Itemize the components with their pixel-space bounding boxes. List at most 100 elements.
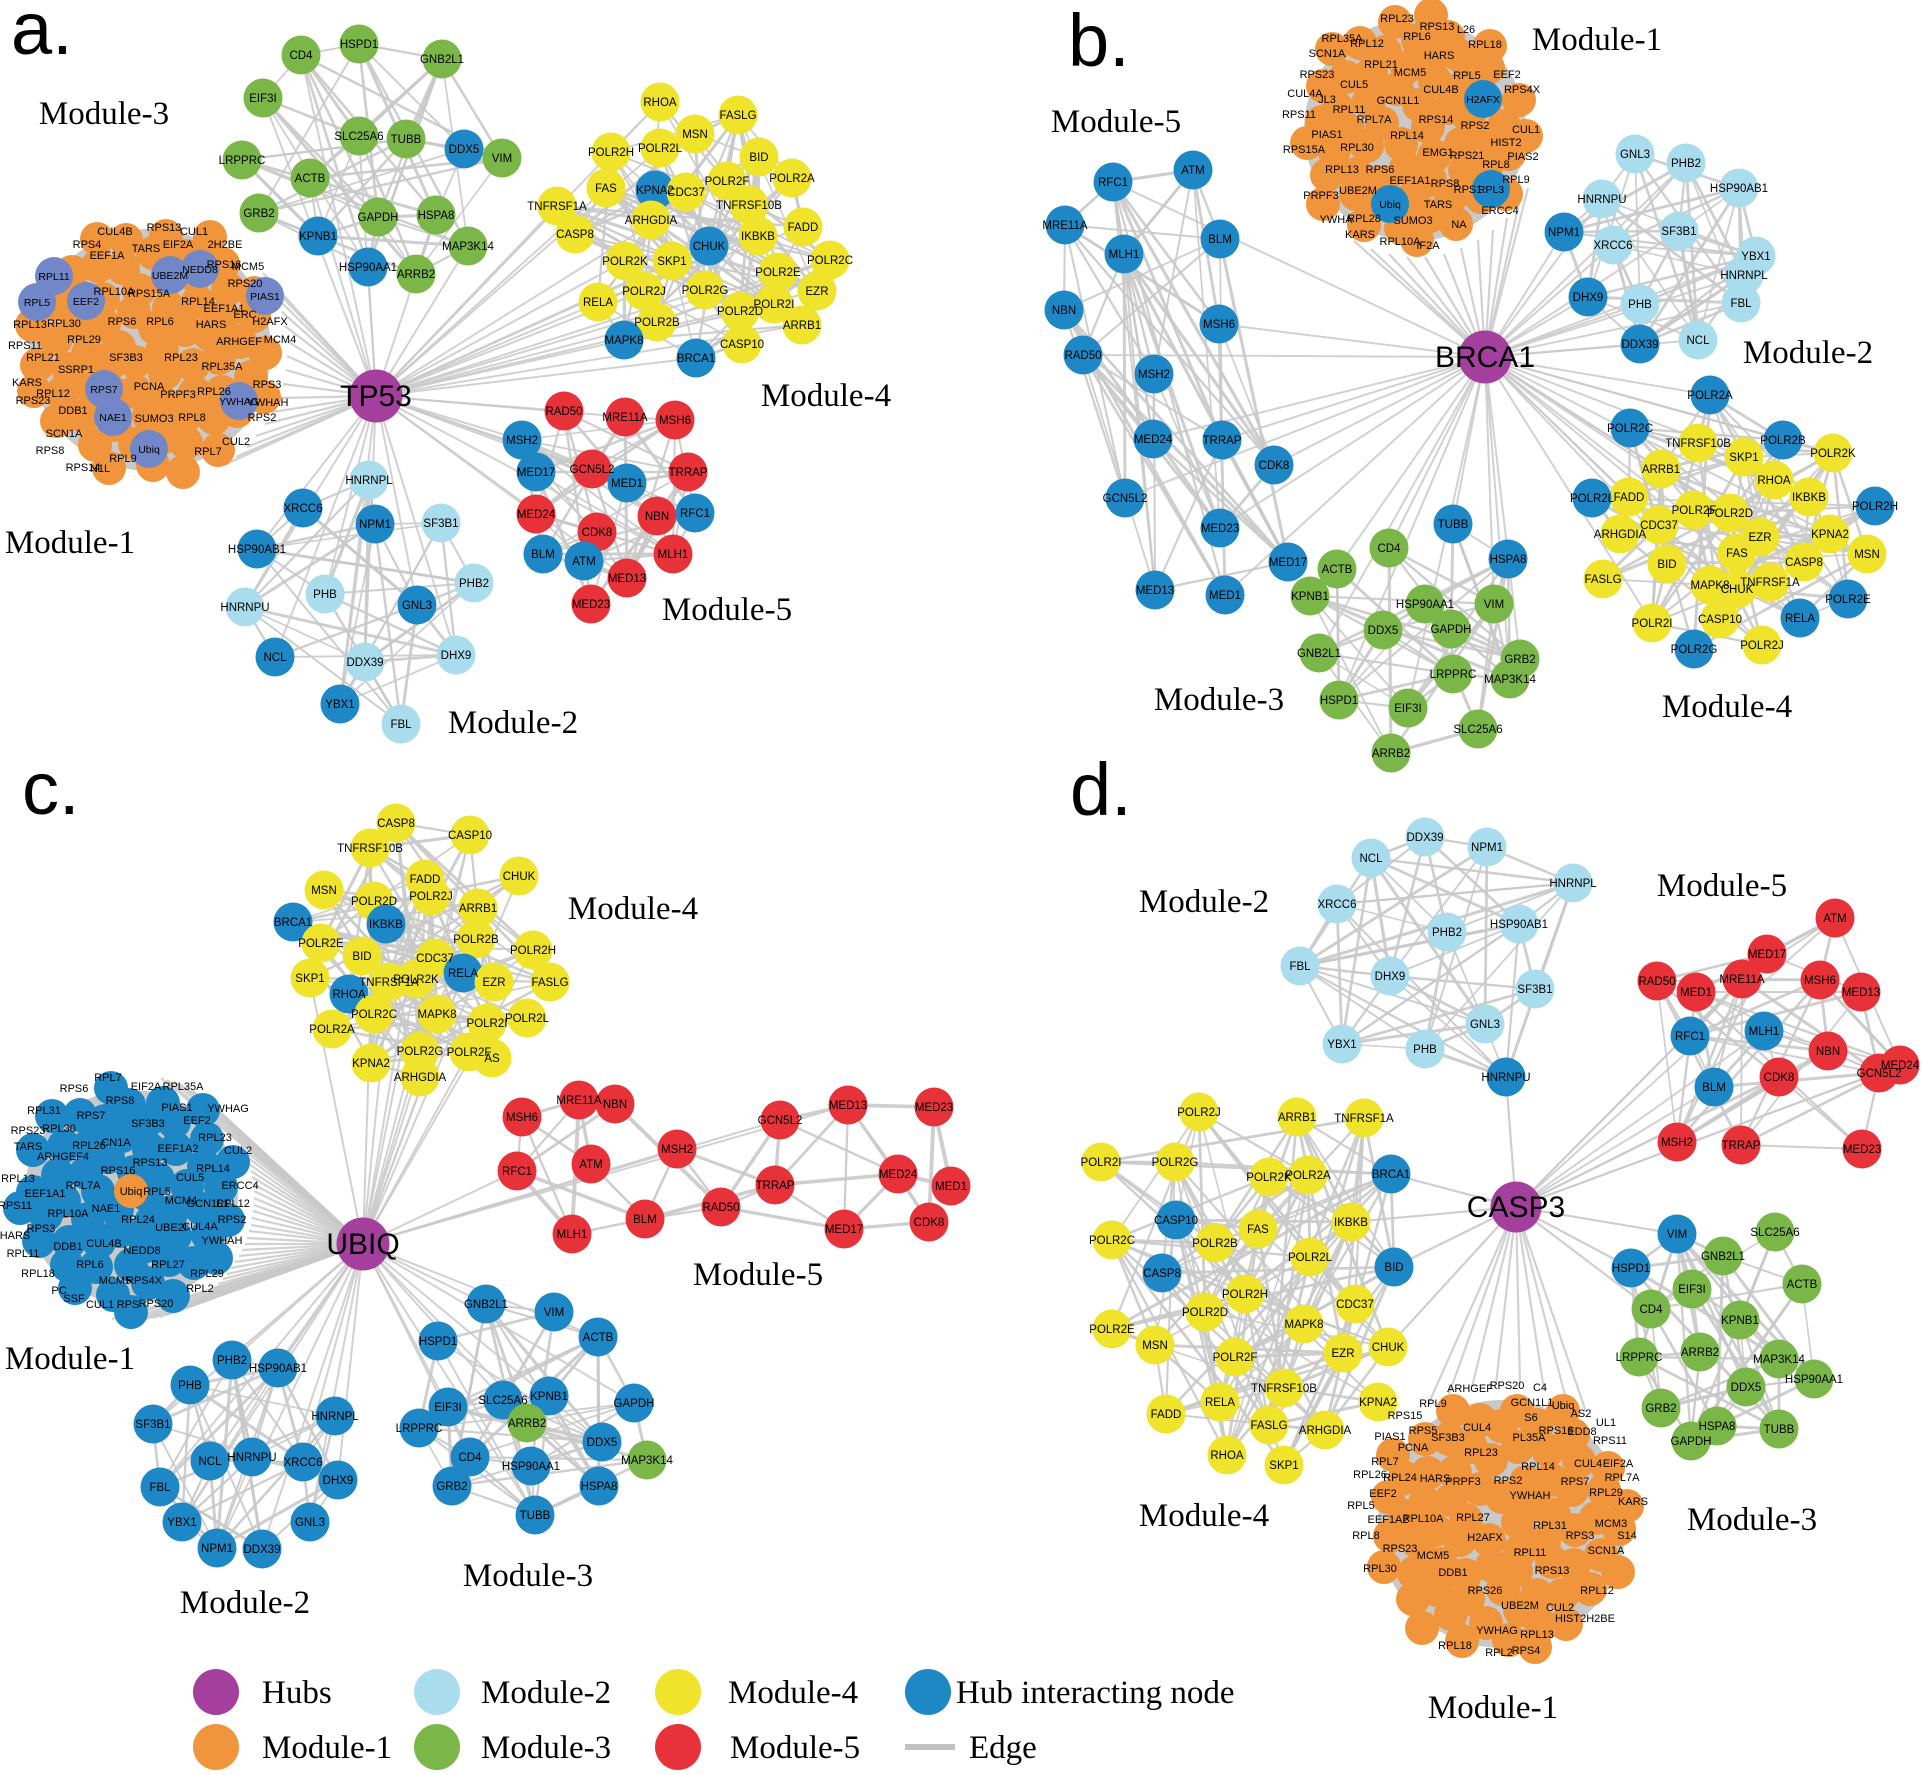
svg-text:MRE11A: MRE11A <box>1719 974 1764 986</box>
svg-text:TUBB: TUBB <box>1764 1424 1795 1436</box>
svg-text:MCM5: MCM5 <box>99 1275 131 1287</box>
svg-text:POLR2H: POLR2H <box>510 945 556 957</box>
svg-text:RPS20: RPS20 <box>139 1298 174 1310</box>
svg-text:BID: BID <box>749 152 768 164</box>
svg-text:PRPF3: PRPF3 <box>1445 1476 1480 1488</box>
svg-text:RPL27: RPL27 <box>1456 1512 1490 1524</box>
svg-text:RPS7: RPS7 <box>90 384 118 396</box>
svg-text:GNL3: GNL3 <box>402 600 432 612</box>
svg-text:NBN: NBN <box>1816 1046 1840 1058</box>
svg-text:TARS: TARS <box>1424 199 1453 211</box>
svg-text:RPL21: RPL21 <box>26 352 60 364</box>
svg-text:CUL4B: CUL4B <box>86 1238 121 1250</box>
svg-text:RPL11: RPL11 <box>38 271 69 283</box>
svg-text:SUMO3: SUMO3 <box>134 413 173 425</box>
svg-text:ACTB: ACTB <box>1787 1279 1818 1291</box>
svg-text:IKBKB: IKBKB <box>369 919 403 931</box>
svg-text:CDK8: CDK8 <box>1259 460 1290 472</box>
svg-text:SF3B1: SF3B1 <box>135 1419 170 1431</box>
svg-text:PHB: PHB <box>1413 1044 1437 1056</box>
svg-text:CDC37: CDC37 <box>1640 520 1678 532</box>
svg-text:RPL7A: RPL7A <box>1357 114 1393 126</box>
svg-text:BRCA1: BRCA1 <box>274 917 312 929</box>
svg-text:SCN1A: SCN1A <box>1588 1545 1625 1557</box>
svg-text:RPL5: RPL5 <box>1453 70 1481 82</box>
svg-text:RPL13: RPL13 <box>1325 164 1359 176</box>
svg-text:TNFRSF10B: TNFRSF10B <box>716 200 782 212</box>
svg-text:RPS11: RPS11 <box>1593 1435 1627 1447</box>
svg-text:RFC1: RFC1 <box>502 1166 532 1178</box>
svg-text:ARHGEF4: ARHGEF4 <box>37 1151 89 1163</box>
svg-text:CHUK: CHUK <box>503 871 536 883</box>
svg-text:POLR2F: POLR2F <box>1213 1352 1258 1364</box>
svg-text:H2AFX: H2AFX <box>1466 94 1500 106</box>
svg-text:TARS: TARS <box>14 1141 43 1153</box>
svg-text:HNRNPL: HNRNPL <box>1549 878 1597 890</box>
svg-text:HSPA8: HSPA8 <box>581 1481 618 1493</box>
svg-text:RPL12: RPL12 <box>36 388 70 400</box>
svg-text:RPL26: RPL26 <box>72 1140 106 1152</box>
svg-text:PHB2: PHB2 <box>459 578 489 590</box>
svg-text:SLC25A6: SLC25A6 <box>478 1395 527 1407</box>
svg-text:RPL28: RPL28 <box>1347 213 1381 225</box>
svg-text:PC: PC <box>51 1285 66 1297</box>
svg-text:NEDD8: NEDD8 <box>182 264 218 276</box>
svg-text:IKBKB: IKBKB <box>1334 1217 1368 1229</box>
svg-text:RPL2: RPL2 <box>186 1283 214 1295</box>
svg-text:RPL2: RPL2 <box>1485 1647 1513 1659</box>
svg-text:Ubiq: Ubiq <box>120 1186 143 1198</box>
svg-text:GCN1L1: GCN1L1 <box>1377 95 1420 107</box>
svg-text:Edge: Edge <box>969 1730 1037 1766</box>
svg-text:MSH6: MSH6 <box>659 415 691 427</box>
svg-text:PCNA: PCNA <box>1398 1442 1429 1454</box>
svg-text:KARS: KARS <box>12 377 42 389</box>
svg-text:RPS26: RPS26 <box>1468 1585 1503 1597</box>
svg-text:HNRNPU: HNRNPU <box>1481 1072 1530 1084</box>
svg-text:ATM: ATM <box>1823 913 1846 925</box>
svg-text:RAD50: RAD50 <box>1064 350 1101 362</box>
svg-text:MED17: MED17 <box>517 467 555 479</box>
svg-text:UBIQ: UBIQ <box>326 1228 399 1261</box>
svg-text:RPL30: RPL30 <box>1363 1563 1397 1575</box>
svg-text:a.: a. <box>11 0 73 70</box>
svg-text:RPL23: RPL23 <box>1464 1447 1498 1459</box>
svg-text:DHX9: DHX9 <box>323 1475 354 1487</box>
svg-text:FADD: FADD <box>410 874 441 886</box>
svg-text:POLR2D: POLR2D <box>717 306 763 318</box>
svg-text:MSH2: MSH2 <box>506 435 538 447</box>
svg-text:Module-4: Module-4 <box>728 1675 858 1711</box>
svg-text:RPL30: RPL30 <box>42 1123 76 1135</box>
svg-text:NCL: NCL <box>1686 335 1710 347</box>
svg-text:MLH1: MLH1 <box>1749 1026 1780 1038</box>
svg-text:2H2BE: 2H2BE <box>208 239 243 251</box>
svg-text:MED24: MED24 <box>517 509 556 521</box>
svg-text:FBL: FBL <box>1730 298 1752 310</box>
svg-text:CN1A: CN1A <box>101 1137 131 1149</box>
svg-text:GNL3: GNL3 <box>1620 149 1650 161</box>
svg-text:XRCC6: XRCC6 <box>1594 240 1633 252</box>
svg-text:RPL29: RPL29 <box>190 1268 224 1280</box>
svg-text:POLR2C: POLR2C <box>1607 423 1653 435</box>
svg-text:CD4: CD4 <box>289 50 313 62</box>
svg-text:CUL4B: CUL4B <box>97 226 132 238</box>
svg-text:PIAS1: PIAS1 <box>250 291 280 303</box>
svg-text:ARRB1: ARRB1 <box>1642 464 1680 476</box>
svg-text:GNL3: GNL3 <box>1470 1019 1500 1031</box>
svg-text:RPL29: RPL29 <box>67 334 101 346</box>
svg-text:POLR2E: POLR2E <box>298 938 344 950</box>
svg-text:HARS: HARS <box>1424 50 1455 62</box>
svg-text:EIF2A: EIF2A <box>1603 1458 1634 1470</box>
svg-text:RPS4: RPS4 <box>1512 1645 1541 1657</box>
svg-text:MLH1: MLH1 <box>557 1229 588 1241</box>
svg-text:PHB2: PHB2 <box>217 1355 247 1367</box>
svg-text:CUL1: CUL1 <box>180 226 208 238</box>
svg-text:PIAS2: PIAS2 <box>1507 151 1538 163</box>
svg-text:RPL23: RPL23 <box>1380 13 1414 25</box>
svg-text:MRE11A: MRE11A <box>556 1095 601 1107</box>
svg-text:POLR2K: POLR2K <box>602 256 648 268</box>
svg-text:RPS4: RPS4 <box>73 239 102 251</box>
svg-text:H2AFX: H2AFX <box>252 316 288 328</box>
svg-text:BID: BID <box>1657 559 1676 571</box>
svg-text:DHX9: DHX9 <box>1375 971 1406 983</box>
svg-text:RPS6: RPS6 <box>1366 164 1395 176</box>
